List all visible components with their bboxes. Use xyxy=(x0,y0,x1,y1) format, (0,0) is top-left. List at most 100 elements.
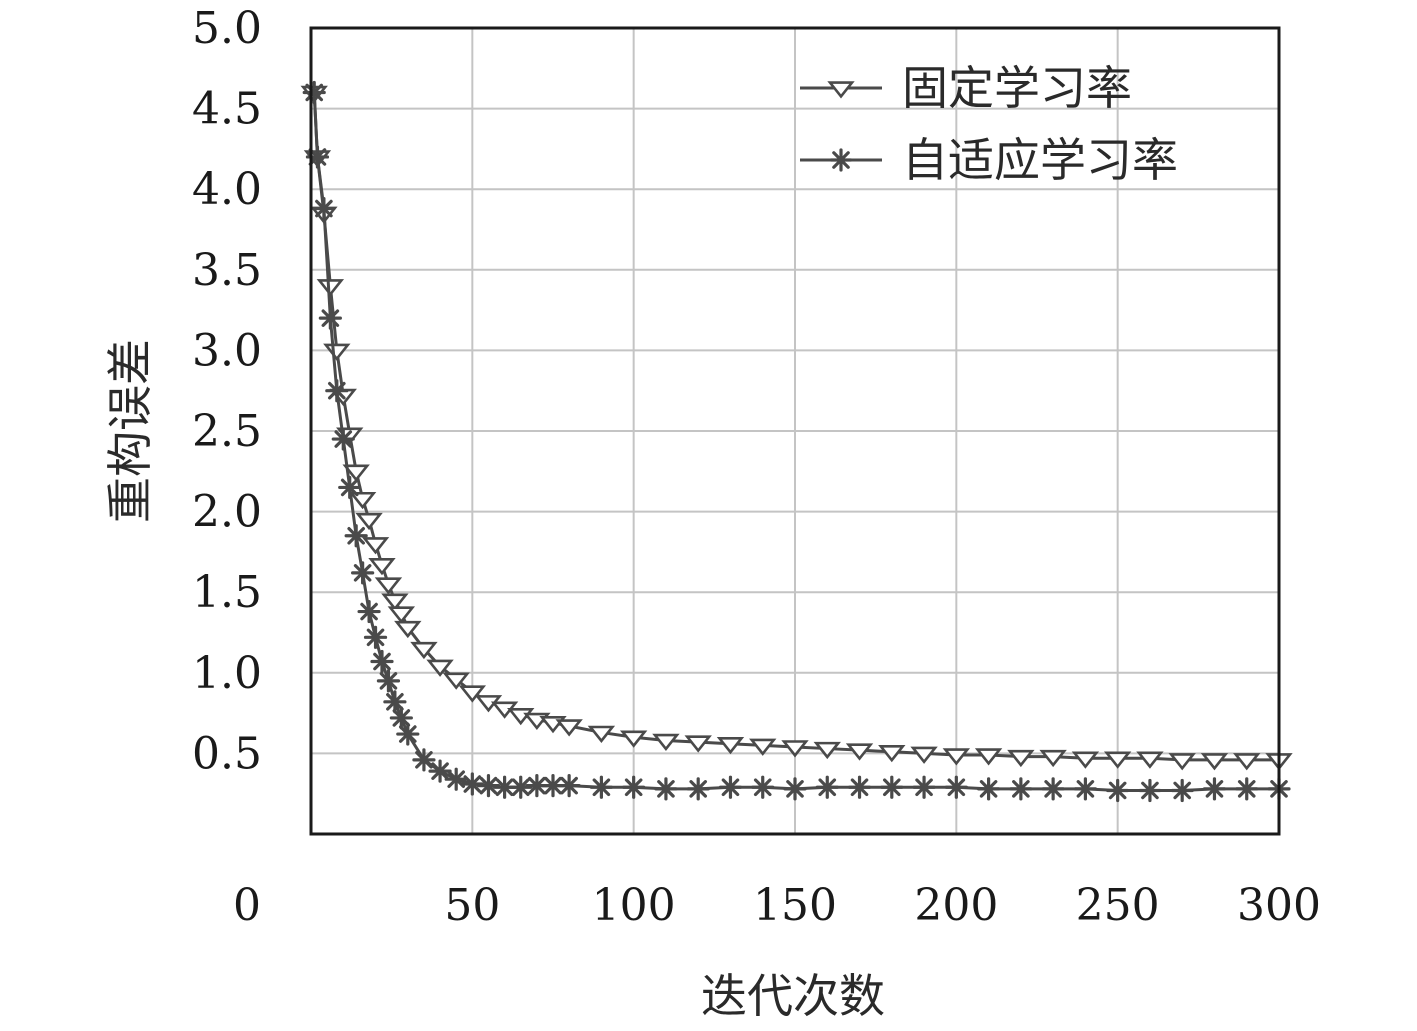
x-axis-title: 迭代次数 xyxy=(701,969,885,1023)
data-point xyxy=(381,593,409,611)
data-point xyxy=(370,649,394,674)
y-tick-label: 5.0 xyxy=(192,3,262,54)
data-point xyxy=(880,775,904,799)
data-point xyxy=(718,775,743,799)
data-point xyxy=(410,641,438,660)
data-point xyxy=(619,730,648,748)
data-point xyxy=(351,561,375,585)
y-axis-ticks: 0.5 1.0 1.5 2.0 2.5 3.0 3.5 4.0 4.5 5.0 xyxy=(192,3,262,779)
y-tick-label: 3.0 xyxy=(192,325,262,376)
data-point xyxy=(338,475,362,500)
y-tick-label: 3.5 xyxy=(192,245,262,296)
series-layer xyxy=(300,80,1293,803)
data-point xyxy=(342,464,370,482)
data-point xyxy=(845,743,874,761)
data-point xyxy=(396,722,420,746)
data-point xyxy=(910,746,938,764)
y-tick-label: 4.5 xyxy=(192,84,262,135)
x-axis-ticks: 0 50 100 150 200 250 300 xyxy=(233,880,1321,931)
data-point xyxy=(331,427,355,451)
data-point xyxy=(912,775,936,799)
data-point xyxy=(389,706,413,730)
data-point xyxy=(652,733,680,752)
data-point xyxy=(394,620,422,639)
series-1 xyxy=(300,85,1293,771)
data-point xyxy=(557,774,581,798)
x-tick-label: 200 xyxy=(914,880,998,931)
data-point xyxy=(458,685,487,703)
data-point xyxy=(1103,751,1132,769)
legend-marker xyxy=(827,81,855,99)
data-point xyxy=(815,775,839,799)
data-point xyxy=(589,775,614,799)
data-point xyxy=(442,672,470,690)
data-point xyxy=(847,775,872,799)
data-point xyxy=(357,599,381,624)
data-point xyxy=(751,775,775,799)
data-point xyxy=(976,777,1001,801)
x-tick-label: 0 xyxy=(233,880,261,931)
data-point xyxy=(1039,749,1067,768)
data-point xyxy=(476,774,501,798)
data-point xyxy=(974,748,1003,766)
legend-item-2: 自适应学习率 xyxy=(800,133,1178,187)
data-point xyxy=(1007,749,1035,768)
data-point xyxy=(412,748,436,772)
data-point xyxy=(1233,753,1261,771)
data-point xyxy=(444,767,468,791)
data-point xyxy=(318,306,342,330)
data-point xyxy=(1168,753,1196,771)
legend-label: 固定学习率 xyxy=(902,61,1132,115)
data-point xyxy=(312,196,336,221)
data-point xyxy=(1170,778,1194,803)
x-tick-label: 300 xyxy=(1237,880,1321,931)
data-point xyxy=(355,512,383,531)
data-point xyxy=(1138,778,1162,803)
data-point xyxy=(541,774,565,798)
data-point xyxy=(1200,753,1229,771)
data-point xyxy=(1202,777,1227,801)
data-point xyxy=(942,748,971,766)
data-point xyxy=(1136,751,1164,769)
data-point xyxy=(348,491,377,510)
x-tick-label: 250 xyxy=(1076,880,1160,931)
data-point xyxy=(323,343,351,361)
data-point xyxy=(555,719,583,737)
legend-label: 自适应学习率 xyxy=(902,133,1178,187)
x-tick-label: 150 xyxy=(753,880,837,931)
data-point xyxy=(387,606,416,624)
x-tick-label: 100 xyxy=(592,880,676,931)
data-point xyxy=(587,725,616,743)
data-point xyxy=(783,777,807,801)
y-axis-title: 重构误差 xyxy=(103,339,157,523)
data-point xyxy=(368,558,396,576)
grid-lines xyxy=(311,28,1279,834)
data-point xyxy=(622,775,646,799)
data-point xyxy=(1009,777,1033,801)
data-point xyxy=(361,537,390,555)
data-point xyxy=(749,738,777,756)
data-point xyxy=(1235,777,1259,801)
data-point xyxy=(509,775,533,799)
data-point xyxy=(781,740,809,758)
data-point xyxy=(460,772,484,796)
data-point xyxy=(813,741,841,760)
data-point xyxy=(302,80,326,105)
legend-marker xyxy=(829,148,853,172)
y-tick-label: 1.0 xyxy=(192,648,262,699)
legend-item-1: 固定学习率 xyxy=(800,61,1132,115)
data-point xyxy=(1106,778,1130,803)
y-tick-label: 4.0 xyxy=(192,164,262,215)
data-point xyxy=(363,625,388,649)
data-point xyxy=(684,735,712,753)
data-point xyxy=(428,759,452,783)
y-tick-label: 0.5 xyxy=(192,728,262,779)
data-point xyxy=(383,690,407,714)
data-point xyxy=(325,379,349,403)
data-point xyxy=(878,745,906,763)
y-tick-label: 2.0 xyxy=(192,487,262,538)
data-point xyxy=(716,736,745,755)
data-point xyxy=(316,279,345,297)
